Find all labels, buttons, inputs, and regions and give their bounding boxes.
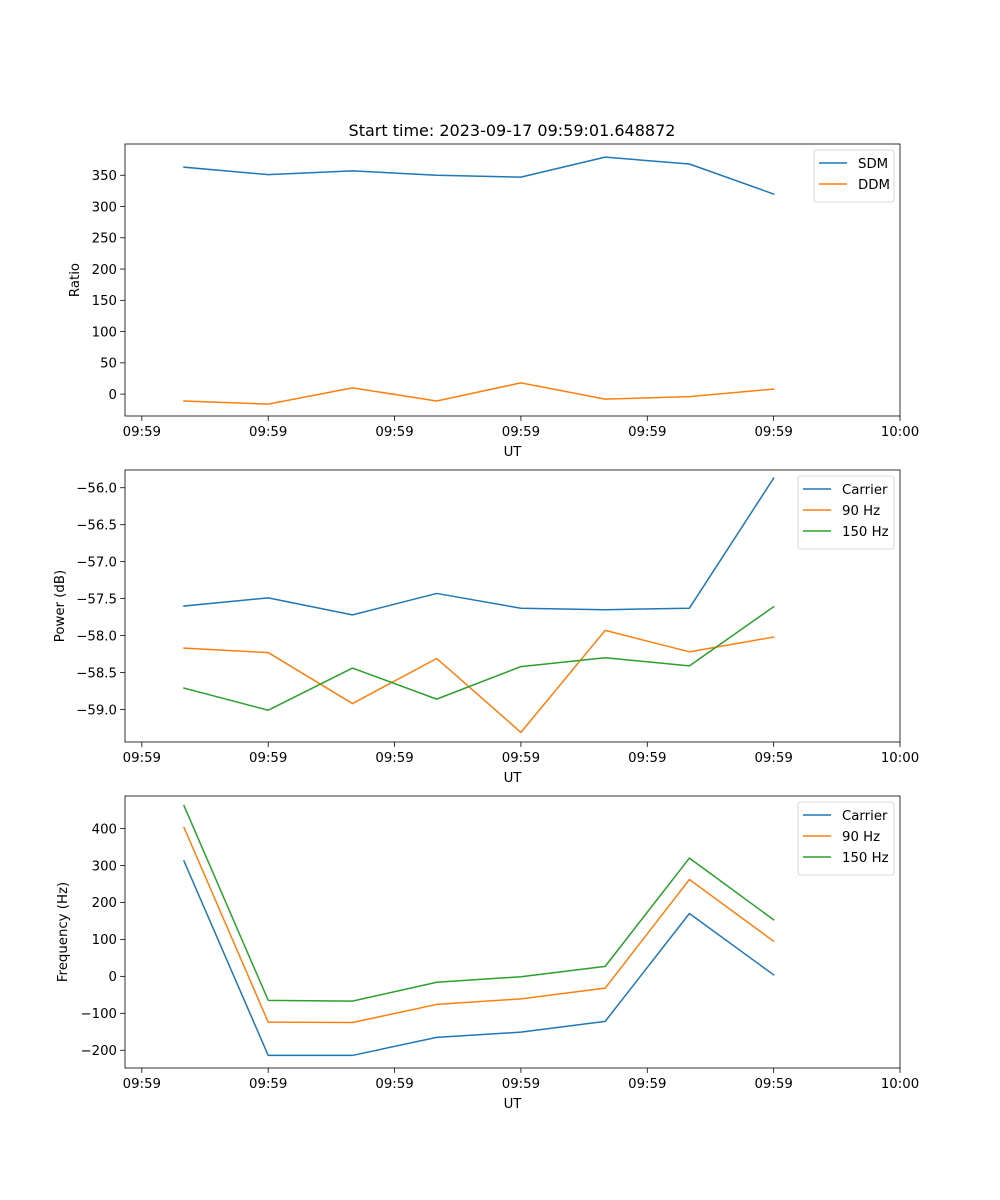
y-tick-label: 200 — [92, 896, 117, 911]
y-tick-label: −100 — [80, 1007, 117, 1022]
legend-label: DDM — [858, 178, 890, 193]
x-tick-label: 09:59 — [375, 425, 413, 440]
axes-frame — [124, 143, 901, 417]
y-tick-label: 0 — [109, 970, 117, 985]
chart-title: Start time: 2023-09-17 09:59:01.648872 — [349, 121, 676, 140]
y-axis-label: Ratio — [68, 263, 83, 297]
series-line-150-hz — [183, 605, 775, 711]
series-line-90-hz — [182, 826, 775, 1024]
y-tick-label: −58.0 — [76, 629, 117, 644]
x-tick-label: 09:59 — [249, 751, 287, 766]
series-line-carrier — [182, 860, 775, 1057]
y-tick-label: 50 — [100, 357, 117, 372]
panel-ratio: Start time: 2023-09-17 09:59:01.648872 0… — [68, 121, 919, 460]
x-tick-label: 09:59 — [375, 751, 413, 766]
y-tick-label: 200 — [92, 263, 117, 278]
y-tick-label: 250 — [92, 232, 117, 247]
series-line-carrier — [183, 477, 775, 616]
series-line-ddm — [183, 382, 775, 405]
x-tick-label: 09:59 — [754, 751, 792, 766]
x-tick-label: 09:59 — [123, 1077, 161, 1092]
legend-label: 90 Hz — [842, 830, 880, 845]
axes-frame — [124, 795, 901, 1069]
series-line-150-hz — [182, 804, 775, 1002]
x-tick-label: 09:59 — [249, 425, 287, 440]
x-tick-label: 09:59 — [502, 1077, 540, 1092]
x-axis-label: UT — [504, 1097, 523, 1112]
panel-frequency: 09:59 09:59 09:59 09:59 09:59 09:59 10:00 −200 −… — [56, 795, 919, 1112]
x-tick-label: 10:00 — [881, 425, 919, 440]
y-tick-label: 150 — [92, 294, 117, 309]
legend-label: 150 Hz — [842, 851, 889, 866]
x-tick-label: 10:00 — [881, 1077, 919, 1092]
y-tick-label: 100 — [92, 933, 117, 948]
legend: Carrier 90 Hz 150 Hz — [797, 475, 895, 550]
x-tick-label: 09:59 — [754, 1077, 792, 1092]
y-tick-label: 100 — [92, 325, 117, 340]
y-tick-label: −200 — [80, 1044, 117, 1059]
x-tick-label: 09:59 — [123, 425, 161, 440]
x-tick-label: 09:59 — [628, 425, 666, 440]
x-axis-label: UT — [504, 445, 523, 460]
frequency-plot-area: 09:59 09:59 09:59 09:59 09:59 09:59 10:00 −200 −… — [56, 795, 919, 1112]
axes-frame — [124, 469, 901, 743]
legend-label: 90 Hz — [842, 504, 880, 519]
y-tick-label: 0 — [109, 388, 117, 403]
legend-label: Carrier — [842, 483, 888, 498]
series-line-90-hz — [183, 629, 775, 734]
x-tick-label: 10:00 — [881, 751, 919, 766]
panel-power: 09:59 09:59 09:59 09:59 09:59 09:59 10:00 −59.0… — [53, 469, 919, 786]
legend-label: 150 Hz — [842, 525, 889, 540]
x-tick-label: 09:59 — [628, 751, 666, 766]
y-tick-label: 300 — [92, 859, 117, 874]
y-tick-label: −56.5 — [76, 518, 117, 533]
legend-label: Carrier — [842, 809, 888, 824]
legend-label: SDM — [858, 157, 888, 172]
y-axis-label: Frequency (Hz) — [56, 882, 71, 982]
y-tick-label: −58.5 — [76, 666, 117, 681]
legend: SDM DDM — [813, 149, 895, 203]
y-axis-label: Power (dB) — [53, 570, 68, 642]
x-axis-label: UT — [504, 771, 523, 786]
x-tick-label: 09:59 — [375, 1077, 413, 1092]
y-tick-label: −57.5 — [76, 592, 117, 607]
x-tick-label: 09:59 — [123, 751, 161, 766]
x-tick-label: 09:59 — [249, 1077, 287, 1092]
x-tick-label: 09:59 — [628, 1077, 666, 1092]
y-tick-label: −56.0 — [76, 482, 117, 497]
y-tick-label: 400 — [92, 822, 117, 837]
x-tick-label: 09:59 — [754, 425, 792, 440]
ratio-plot-area: 09:59 09:59 09:59 09:59 09:59 09:59 10:00 0 50 10… — [68, 143, 919, 460]
series-line-sdm — [183, 156, 775, 195]
x-tick-label: 09:59 — [502, 751, 540, 766]
x-tick-label: 09:59 — [502, 425, 540, 440]
y-tick-label: −59.0 — [76, 703, 117, 718]
legend: Carrier 90 Hz 150 Hz — [797, 801, 895, 876]
power-plot-area: 09:59 09:59 09:59 09:59 09:59 09:59 10:00 −59.0… — [53, 469, 919, 786]
y-tick-label: 350 — [92, 169, 117, 184]
y-tick-label: 300 — [92, 200, 117, 215]
y-tick-label: −57.0 — [76, 555, 117, 570]
